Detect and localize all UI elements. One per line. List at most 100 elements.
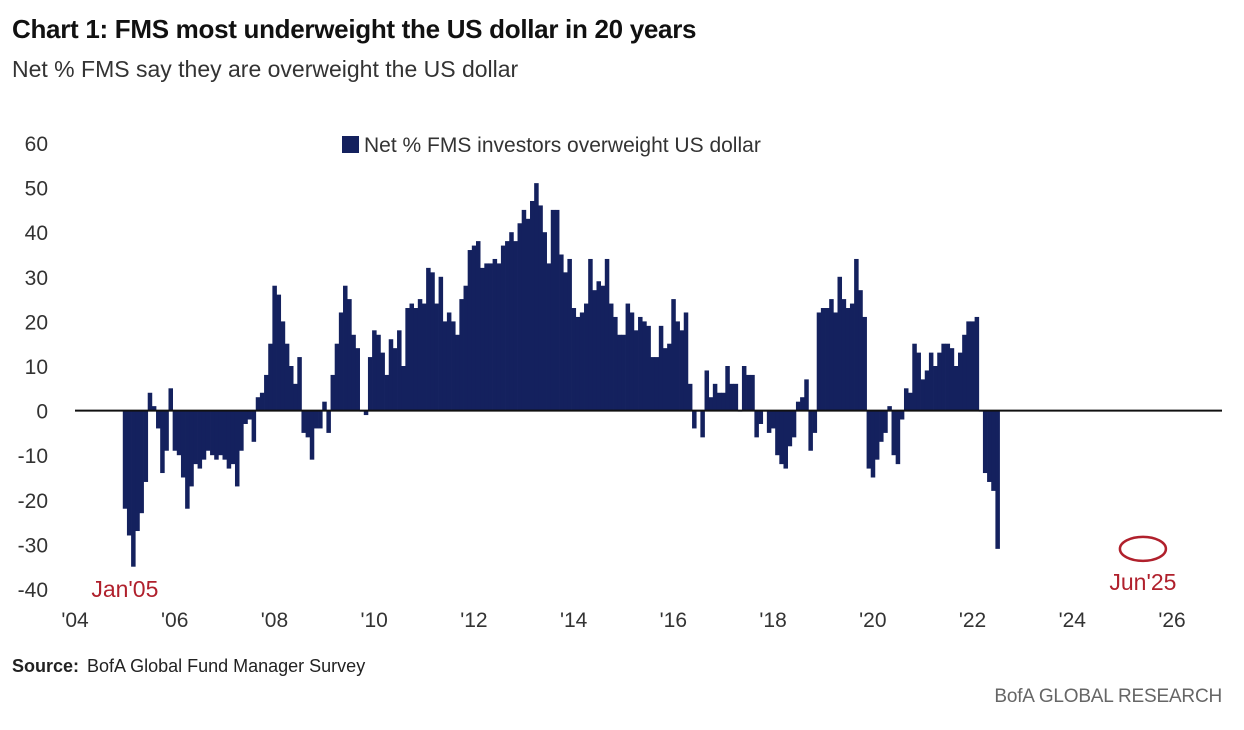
data-bar [430, 272, 435, 411]
data-bar [426, 267, 431, 411]
data-bar [234, 410, 240, 487]
data-bar [575, 316, 581, 411]
data-bar [991, 410, 996, 491]
data-bar [866, 410, 872, 469]
data-bar [372, 330, 377, 411]
data-bar [530, 200, 535, 411]
data-bar [289, 366, 294, 411]
data-bar [205, 410, 211, 451]
y-tick-label: -40 [18, 579, 48, 602]
annotation-circle [1118, 535, 1168, 563]
data-bar [982, 410, 988, 474]
chart-subtitle: Net % FMS say they are overweight the US… [12, 56, 519, 82]
data-bar [276, 294, 282, 411]
data-bar [858, 290, 863, 411]
data-bar [870, 410, 876, 478]
data-bar [251, 410, 257, 442]
source-note: Source: BofA Global Fund Manager Survey [12, 656, 365, 677]
x-tick-label: '22 [959, 609, 986, 632]
data-bar [463, 285, 469, 411]
data-bar [189, 410, 194, 487]
data-bar [210, 410, 215, 456]
data-bar [937, 352, 942, 411]
data-bar [962, 334, 967, 411]
data-bar [953, 366, 959, 411]
data-bar [791, 410, 797, 438]
data-bar [222, 410, 228, 460]
data-bar [725, 366, 730, 411]
data-bar [837, 276, 843, 411]
annotation-label: Jan'05 [91, 576, 158, 602]
data-bar [559, 254, 564, 411]
data-bar [193, 410, 198, 465]
data-bar [301, 410, 306, 433]
data-bar [438, 276, 444, 411]
data-bar [405, 308, 410, 411]
data-bar [168, 388, 173, 411]
data-bar [455, 334, 460, 411]
y-tick-label: 10 [25, 356, 48, 379]
data-bar [525, 218, 531, 411]
data-bar [446, 312, 452, 411]
data-bar [151, 406, 157, 411]
y-axis: 60 50 40 30 20 10 0 -10 -20 -30 -40 [18, 133, 48, 602]
data-bar [579, 312, 585, 411]
annotation-label: Jun'25 [1109, 569, 1176, 595]
data-bar [355, 348, 360, 411]
data-bar [338, 312, 344, 411]
data-bar [156, 410, 161, 429]
data-bar [966, 321, 971, 411]
data-bar [887, 406, 892, 411]
data-bar [147, 392, 153, 411]
x-tick-label: '26 [1158, 609, 1185, 632]
data-bar [392, 348, 398, 411]
data-bar [933, 366, 938, 411]
data-bar [658, 325, 664, 411]
data-bar [451, 321, 456, 411]
data-bar [854, 258, 859, 411]
y-tick-label: -10 [18, 445, 48, 468]
x-tick-label: '24 [1059, 609, 1087, 632]
data-bar [509, 232, 514, 411]
legend: Net % FMS investors overweight US dollar [342, 134, 761, 157]
data-bar [272, 285, 277, 411]
data-bar [800, 397, 805, 411]
data-bar [600, 285, 606, 411]
data-bar [172, 410, 178, 451]
data-bar [650, 357, 656, 411]
data-bar [131, 410, 136, 567]
data-bar [841, 299, 847, 411]
annotations: Jan'05 Jun'25 [91, 535, 1176, 602]
data-bar [459, 299, 464, 411]
data-bar [534, 183, 539, 411]
data-bar [970, 321, 975, 411]
data-bar [924, 370, 930, 411]
data-bar [484, 263, 489, 411]
data-bar [326, 410, 331, 433]
data-bar [554, 209, 560, 411]
data-bar [787, 410, 793, 447]
data-bar [895, 410, 901, 465]
data-bar [704, 370, 710, 411]
data-bar [862, 316, 867, 411]
data-bar [899, 410, 905, 420]
y-tick-label: 50 [25, 178, 48, 201]
data-bar [816, 312, 822, 411]
data-bar [903, 388, 909, 411]
data-bar [621, 334, 626, 411]
data-bar [783, 410, 788, 469]
data-bar [126, 410, 132, 536]
data-bar [230, 410, 236, 465]
data-bar [712, 383, 718, 411]
data-bar [218, 410, 223, 456]
y-tick-label: 0 [36, 401, 48, 424]
data-bar [779, 410, 784, 465]
data-bar [733, 383, 739, 411]
data-bar [214, 410, 219, 460]
data-bar [351, 334, 356, 411]
data-bar [318, 410, 323, 429]
data-bar [135, 410, 140, 532]
data-bar [376, 334, 381, 411]
data-bar [492, 258, 498, 411]
legend-label: Net % FMS investors overweight US dollar [364, 134, 761, 157]
